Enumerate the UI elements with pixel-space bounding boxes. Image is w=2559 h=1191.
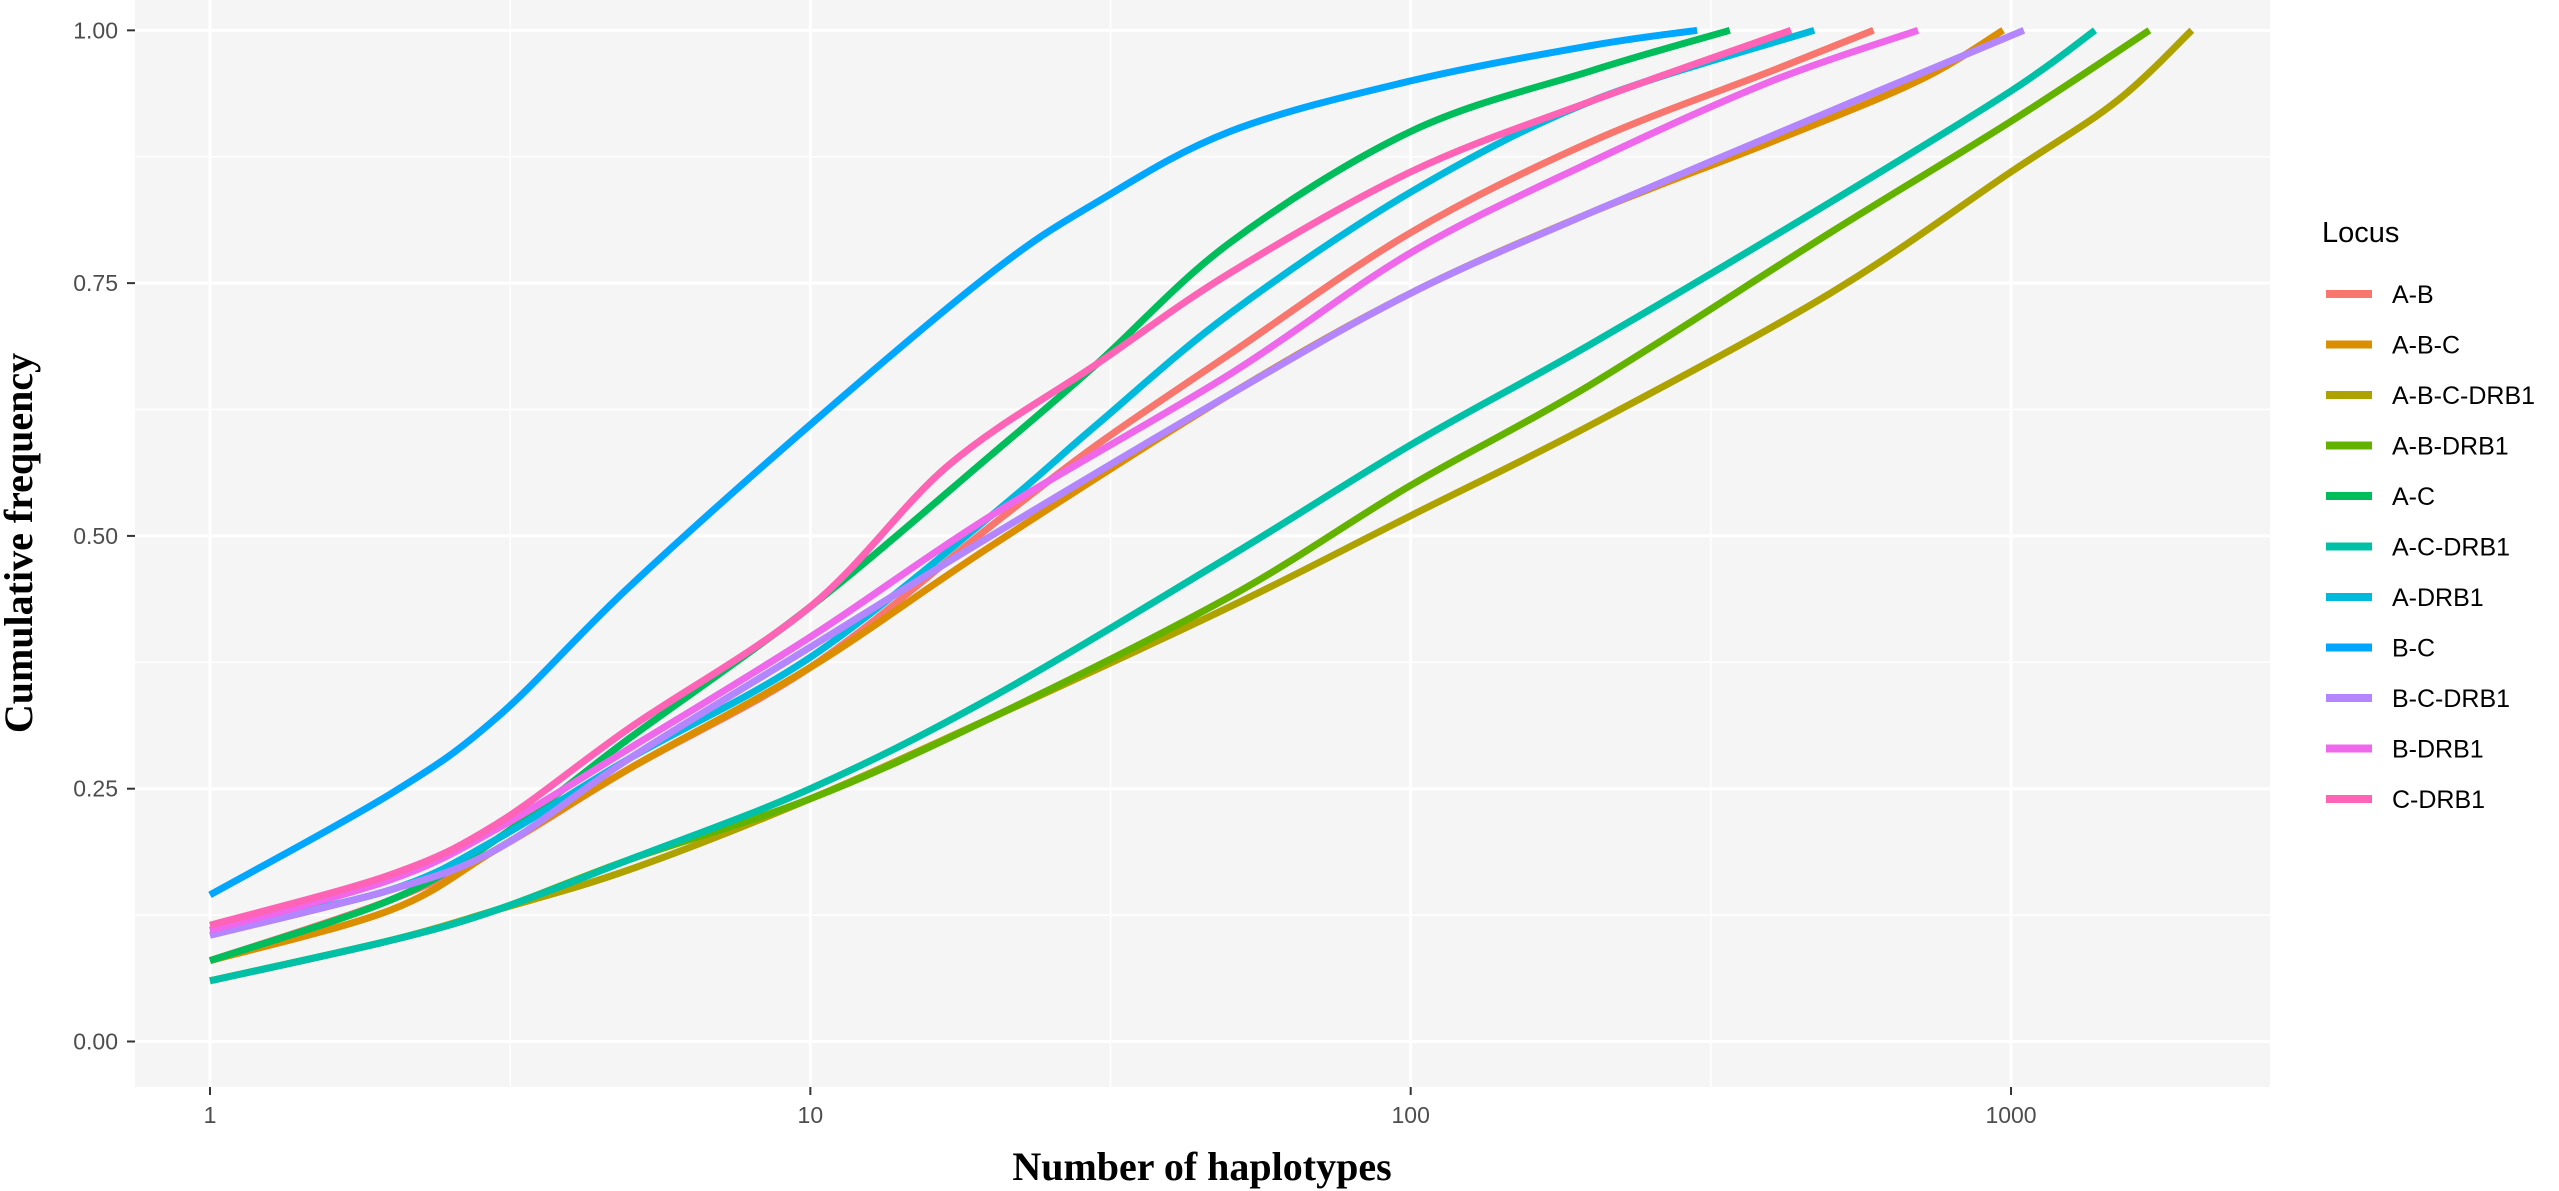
x-tick-label: 1 <box>204 1102 217 1128</box>
legend-label-a-b-c: A-B-C <box>2392 332 2460 360</box>
x-axis-title: Number of haplotypes <box>1012 1144 1391 1189</box>
legend-label-a-drb1: A-DRB1 <box>2392 584 2484 612</box>
legend-label-c-drb1: C-DRB1 <box>2392 786 2485 814</box>
legend-title: Locus <box>2322 217 2399 249</box>
grid <box>135 0 2270 1087</box>
series-line-b-drb1 <box>209 26 1920 934</box>
series-line-b-c-drb1 <box>209 27 2026 939</box>
legend-label-b-drb1: B-DRB1 <box>2392 736 2484 764</box>
legend-label-b-c-drb1: B-C-DRB1 <box>2392 685 2510 713</box>
y-axis-title: Cumulative frequency <box>0 353 41 733</box>
series-lines <box>208 26 2195 985</box>
series-line-c-drb1 <box>209 27 1793 929</box>
y-tick-label: 0.75 <box>73 270 118 296</box>
legend-label-a-b-drb1: A-B-DRB1 <box>2392 433 2509 461</box>
series-line-b-c <box>208 26 1698 898</box>
y-tick-label: 0.50 <box>73 523 118 549</box>
x-tick-label: 10 <box>798 1102 824 1128</box>
y-tick-label: 0.25 <box>73 776 118 802</box>
x-tick-label: 1000 <box>1985 1102 2036 1128</box>
legend-label-a-c: A-C <box>2392 483 2435 511</box>
legend: Locus A-B A-B-C A-B-C-DRB1 A-B-DRB1 A-C A-C-D… <box>2322 217 2535 814</box>
legend-label-a-b: A-B <box>2392 281 2434 309</box>
axis-ticks: 1 10 100 1000 0.00 0.25 0.50 0.75 1.00 <box>73 17 2036 1128</box>
series-line-a-c-drb1 <box>209 27 2098 985</box>
y-tick-label: 0.00 <box>73 1028 118 1054</box>
y-tick-label: 1.00 <box>73 17 118 43</box>
legend-label-b-c: B-C <box>2392 635 2435 663</box>
x-tick-label: 100 <box>1392 1102 1430 1128</box>
legend-label-a-b-c-drb1: A-B-C-DRB1 <box>2392 382 2535 410</box>
legend-label-a-c-drb1: A-C-DRB1 <box>2392 534 2510 562</box>
